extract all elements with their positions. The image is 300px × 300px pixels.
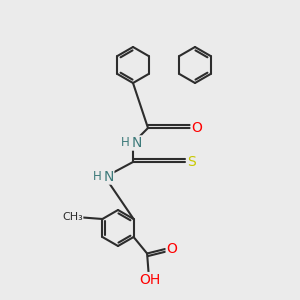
Text: H: H bbox=[93, 170, 102, 184]
Text: O: O bbox=[191, 121, 202, 135]
Text: H: H bbox=[121, 136, 130, 149]
Text: N: N bbox=[131, 136, 142, 150]
Text: O: O bbox=[166, 242, 177, 256]
Text: N: N bbox=[103, 170, 114, 184]
Text: S: S bbox=[187, 155, 196, 169]
Text: CH₃: CH₃ bbox=[62, 212, 83, 223]
Text: OH: OH bbox=[140, 273, 161, 286]
